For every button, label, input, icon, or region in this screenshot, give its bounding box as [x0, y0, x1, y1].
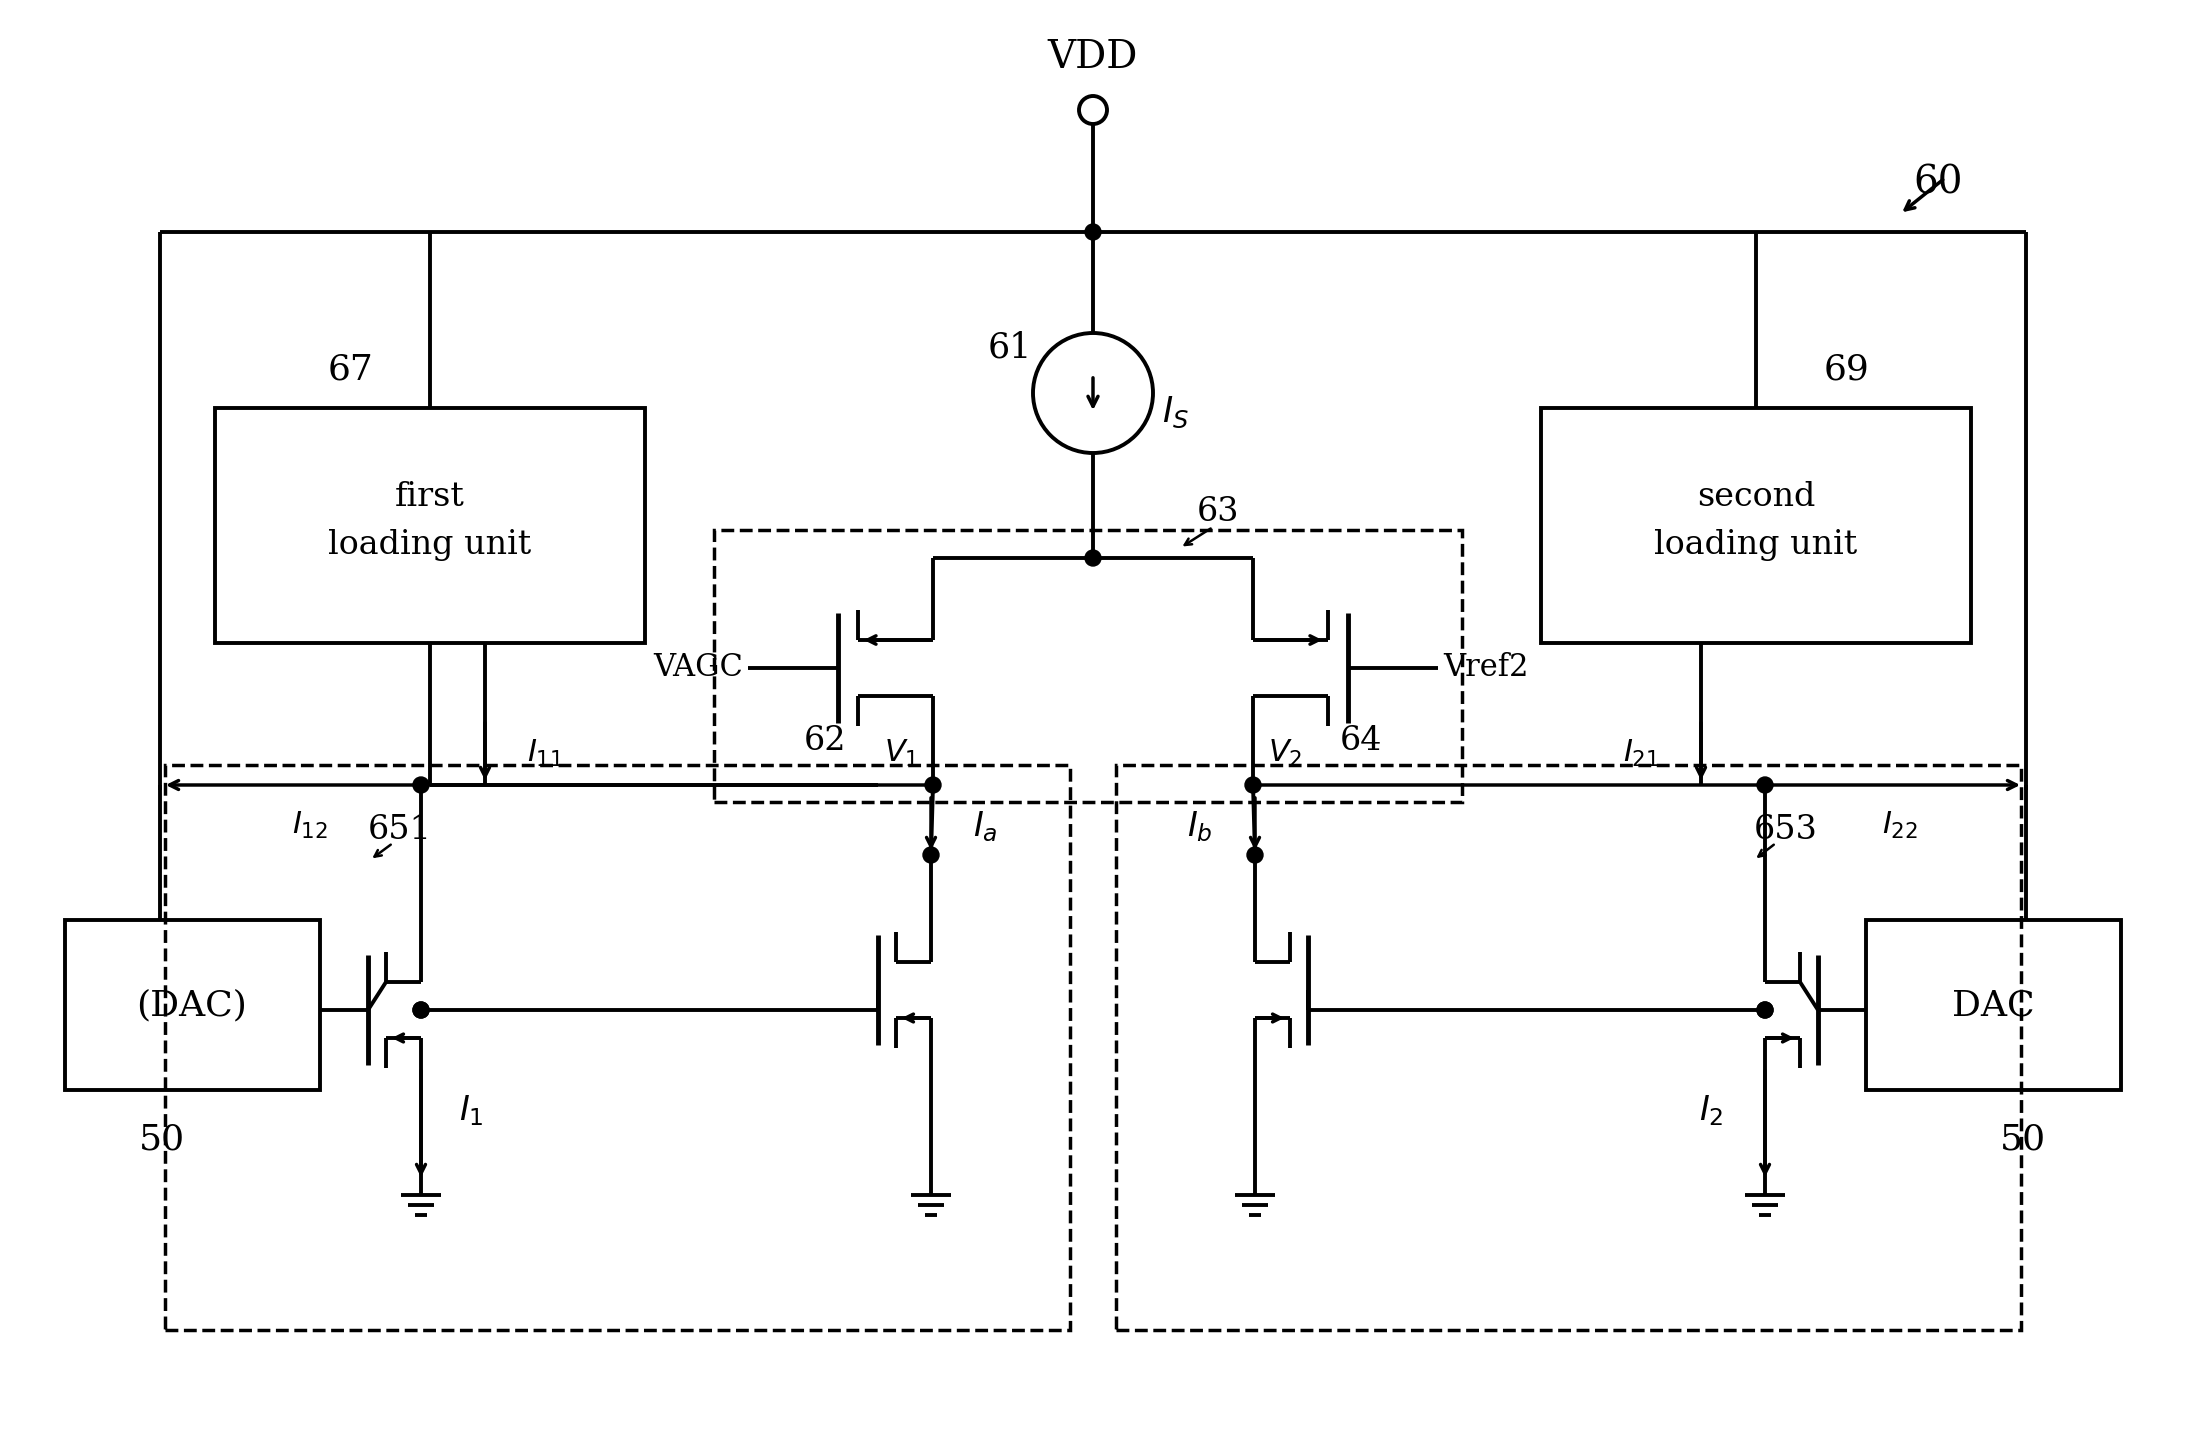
Text: VAGC: VAGC — [654, 653, 743, 683]
Text: Vref2: Vref2 — [1443, 653, 1528, 683]
Text: 63: 63 — [1196, 495, 1239, 529]
Text: loading unit: loading unit — [328, 529, 531, 562]
Bar — [1867, 920, 2120, 1090]
Circle shape — [1246, 848, 1264, 864]
Bar — [715, 530, 1462, 801]
Text: 67: 67 — [328, 352, 374, 387]
Text: $I_{12}$: $I_{12}$ — [293, 810, 328, 840]
Circle shape — [1758, 1002, 1773, 1018]
Text: 651: 651 — [367, 814, 433, 846]
Text: DAC: DAC — [1952, 988, 2035, 1022]
Text: $I_b$: $I_b$ — [1187, 810, 1213, 845]
Text: 50: 50 — [2000, 1123, 2046, 1157]
Text: 50: 50 — [140, 1123, 186, 1157]
Circle shape — [413, 1002, 428, 1018]
Circle shape — [1084, 224, 1102, 240]
Circle shape — [1758, 777, 1773, 793]
Text: 62: 62 — [804, 725, 846, 757]
Text: $I_{22}$: $I_{22}$ — [1882, 810, 1917, 840]
Text: $I_1$: $I_1$ — [459, 1093, 483, 1128]
Text: $I_a$: $I_a$ — [973, 810, 997, 845]
Text: $I_2$: $I_2$ — [1699, 1093, 1723, 1128]
Text: VDD: VDD — [1047, 39, 1139, 75]
Text: loading unit: loading unit — [1655, 529, 1858, 562]
Text: $V_1$: $V_1$ — [883, 738, 918, 768]
Text: $I_{21}$: $I_{21}$ — [1622, 738, 1659, 768]
Text: second: second — [1696, 481, 1814, 513]
Circle shape — [1084, 550, 1102, 566]
Circle shape — [1758, 1002, 1773, 1018]
Text: 69: 69 — [1823, 352, 1869, 387]
Circle shape — [925, 777, 940, 793]
Circle shape — [413, 1002, 428, 1018]
Circle shape — [922, 848, 940, 864]
Text: first: first — [396, 481, 466, 513]
Text: 61: 61 — [988, 331, 1032, 365]
Bar — [1117, 765, 2022, 1330]
Text: 60: 60 — [1913, 165, 1963, 202]
Text: $I_S$: $I_S$ — [1161, 394, 1189, 430]
Text: (DAC): (DAC) — [136, 988, 247, 1022]
Bar — [214, 409, 645, 643]
Text: $I_{11}$: $I_{11}$ — [527, 738, 564, 768]
Text: 64: 64 — [1340, 725, 1382, 757]
Circle shape — [1246, 777, 1261, 793]
Circle shape — [413, 777, 428, 793]
Bar — [1541, 409, 1972, 643]
Text: 653: 653 — [1753, 814, 1819, 846]
Bar — [164, 765, 1069, 1330]
Bar — [66, 920, 319, 1090]
Text: $V_2$: $V_2$ — [1268, 738, 1303, 768]
